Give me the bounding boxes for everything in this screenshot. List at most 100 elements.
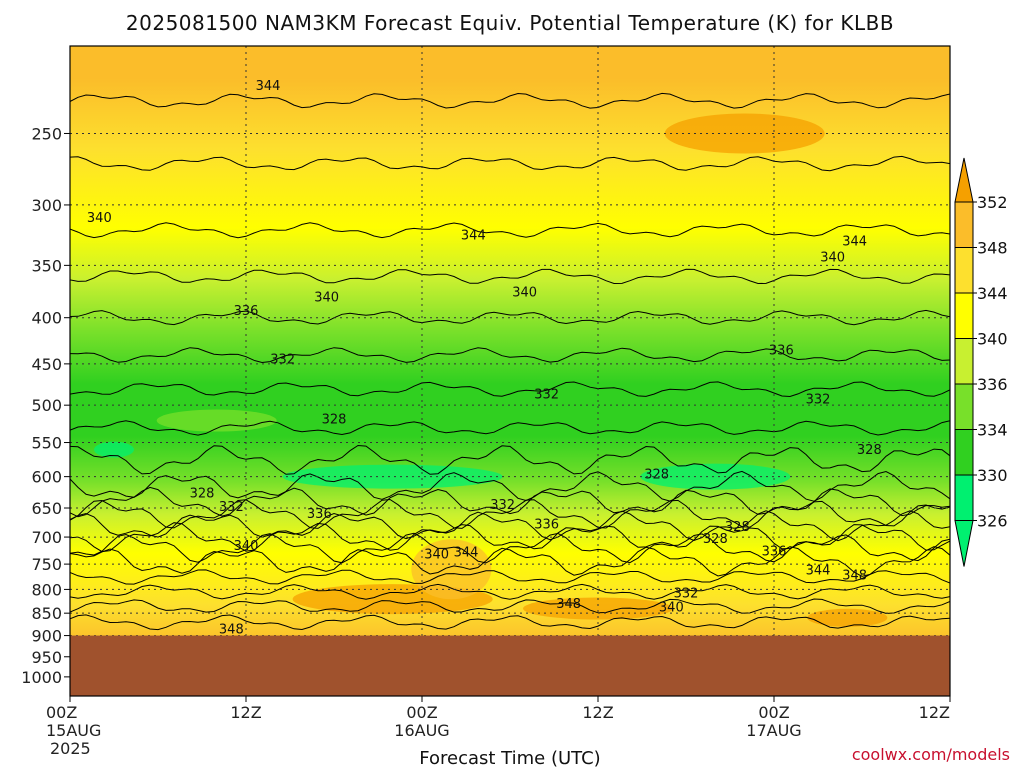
contour-label: 336 xyxy=(762,544,787,559)
colorbar-label: 348 xyxy=(977,239,1008,258)
contour-label: 344 xyxy=(256,79,281,94)
colorbar-segment xyxy=(954,247,974,294)
colorbar-segment xyxy=(954,292,974,339)
contour-label: 340 xyxy=(659,601,684,616)
color-band-0 xyxy=(282,464,503,489)
y-tick-label: 550 xyxy=(31,434,62,453)
contour-line-18 xyxy=(70,598,950,614)
color-band-8 xyxy=(807,608,888,627)
contour-line-0 xyxy=(70,92,950,109)
terrain-below-surface xyxy=(70,635,950,696)
contour-label: 344 xyxy=(454,546,479,561)
y-tick-label: 500 xyxy=(31,396,62,415)
contour-line-4 xyxy=(70,309,950,326)
contour-label: 328 xyxy=(703,532,728,547)
y-tick-label: 650 xyxy=(31,499,62,518)
contour-line-3 xyxy=(70,268,950,285)
contour-line-16 xyxy=(70,569,950,585)
contour-line-1 xyxy=(70,155,950,172)
credit-link[interactable]: coolwx.com/models xyxy=(852,745,1010,764)
y-tick-label: 750 xyxy=(31,555,62,574)
plot-frame xyxy=(69,45,951,697)
x-tick-label: 00Z xyxy=(46,703,77,722)
colorbar-segment xyxy=(954,474,974,521)
x-tick-label: 12Z xyxy=(230,703,261,722)
y-tick-label: 300 xyxy=(31,196,62,215)
contour-label: 340 xyxy=(87,211,112,226)
contour-label: 332 xyxy=(270,352,295,367)
contour-line-6 xyxy=(70,381,950,398)
color-band-6 xyxy=(411,539,492,600)
colorbar-label: 326 xyxy=(977,512,1008,531)
colorbar-segment xyxy=(954,429,974,476)
contour-line-10 xyxy=(70,486,950,518)
contour-label: 340 xyxy=(234,539,259,554)
colorbar-segment xyxy=(954,383,974,430)
colorbar-segment xyxy=(954,201,974,248)
contour-label: 336 xyxy=(534,518,559,533)
y-tick-label: 250 xyxy=(31,124,62,143)
contour-label: 344 xyxy=(806,563,831,578)
contour-line-9 xyxy=(70,470,950,502)
y-tick-label: 850 xyxy=(31,604,62,623)
chart-title: 2025081500 NAM3KM Forecast Equiv. Potent… xyxy=(126,11,894,35)
contour-line-12 xyxy=(70,510,950,542)
x-tick-date: 15AUG xyxy=(46,721,101,740)
contour-label: 348 xyxy=(219,622,244,637)
contour-label: 344 xyxy=(461,228,486,243)
contour-label: 328 xyxy=(322,413,347,428)
y-tick-label: 450 xyxy=(31,355,62,374)
contour-label: 332 xyxy=(534,388,559,403)
color-band-3 xyxy=(94,441,134,458)
y-tick-label: 900 xyxy=(31,627,62,646)
colorbar-label: 336 xyxy=(977,375,1008,394)
y-tick-label: 400 xyxy=(31,309,62,328)
x-tick-date: 17AUG xyxy=(746,721,801,740)
contour-label: 328 xyxy=(190,487,215,502)
y-tick-label: 950 xyxy=(31,648,62,667)
y-tick-label: 600 xyxy=(31,468,62,487)
colorbar-label: 344 xyxy=(977,284,1008,303)
colorbar-arrow-top xyxy=(954,157,974,203)
contour-label: 332 xyxy=(806,392,831,407)
plot-background xyxy=(70,46,950,696)
contour-label: 328 xyxy=(857,443,882,458)
contour-line-8 xyxy=(70,444,950,475)
x-tick-label: 00Z xyxy=(758,703,789,722)
contour-label: 336 xyxy=(307,507,332,522)
contour-label: 348 xyxy=(556,597,581,612)
colorbar-segment xyxy=(954,338,974,385)
contour-line-13 xyxy=(70,522,950,553)
x-tick-date: 16AUG xyxy=(394,721,449,740)
colorbar-label: 334 xyxy=(977,421,1008,440)
contour-line-19 xyxy=(70,614,950,631)
colorbar-label: 340 xyxy=(977,330,1008,349)
contour-label: 348 xyxy=(842,568,867,583)
colorbar-arrow-bottom xyxy=(954,520,974,567)
contour-line-15 xyxy=(70,546,950,577)
contour-line-17 xyxy=(70,583,950,600)
contour-label: 340 xyxy=(512,285,537,300)
x-tick-year: 2025 xyxy=(50,739,91,758)
x-tick-label: 00Z xyxy=(406,703,437,722)
contour-label: 344 xyxy=(842,234,867,249)
contour-label: 332 xyxy=(490,498,515,513)
y-tick-label: 700 xyxy=(31,528,62,547)
contour-label: 340 xyxy=(424,548,449,563)
colorbar-label: 330 xyxy=(977,466,1008,485)
contour-line-5 xyxy=(70,347,950,364)
colorbar: 352 348 344 340 336 334 330 326 xyxy=(954,157,1008,567)
contour-label: 340 xyxy=(314,291,339,306)
contour-line-2 xyxy=(70,222,950,239)
x-axis-label: Forecast Time (UTC) xyxy=(419,748,600,768)
contour-label: 332 xyxy=(674,586,699,601)
x-tick-label: 12Z xyxy=(919,703,950,722)
color-band-7 xyxy=(664,113,825,154)
contour-label: 328 xyxy=(725,520,750,535)
contour-label: 340 xyxy=(820,251,845,266)
color-band-1 xyxy=(640,463,791,490)
contour-line-11 xyxy=(70,498,950,529)
contour-label: 336 xyxy=(769,343,794,358)
